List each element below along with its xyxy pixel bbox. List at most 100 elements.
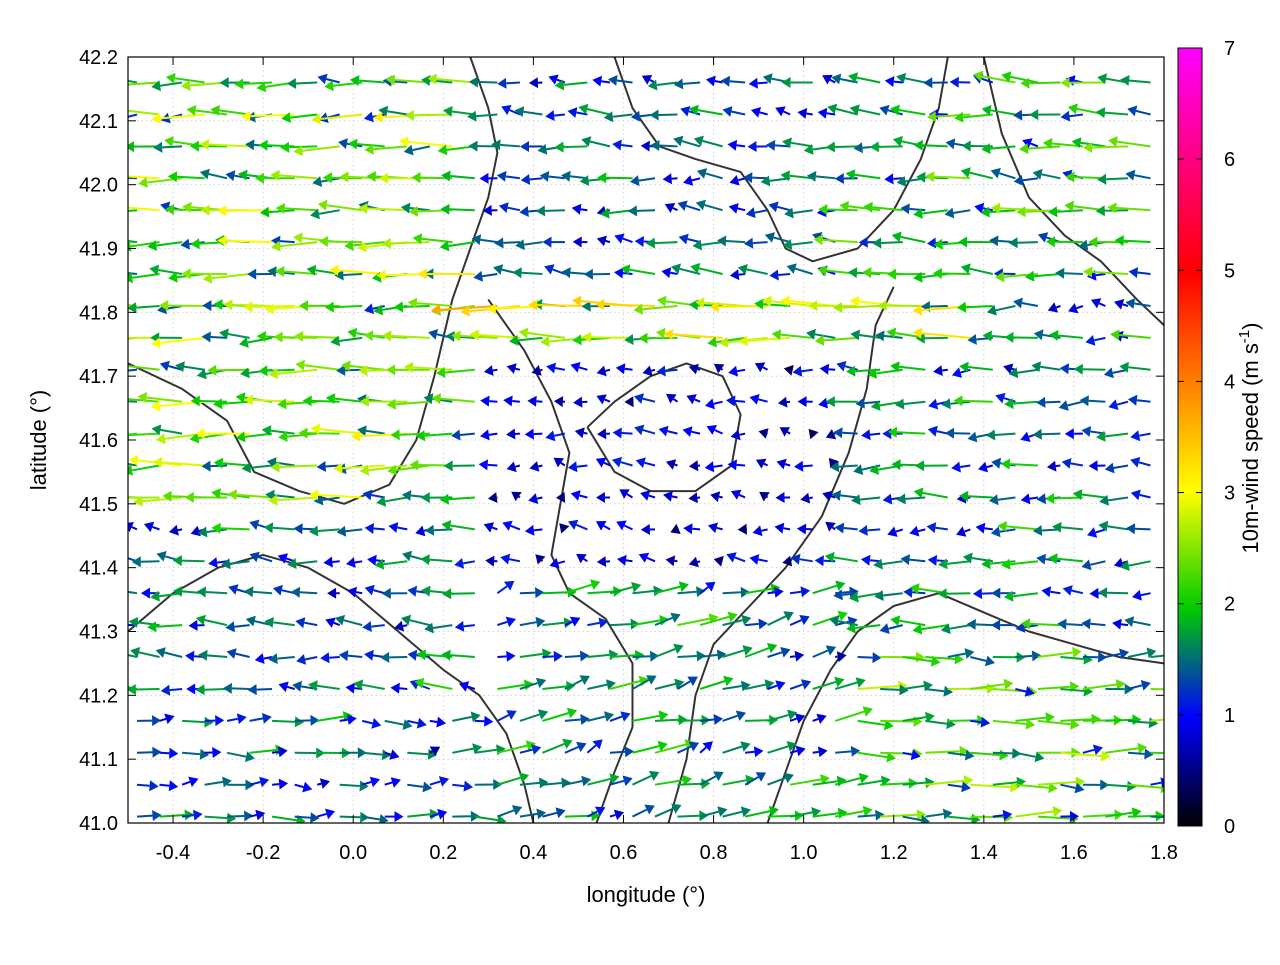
wind-vector [137,810,162,821]
wind-vector [813,776,847,787]
wind-vector [1013,298,1038,309]
wind-vector [945,208,971,219]
wind-vector [105,334,137,345]
wind-vector [111,267,137,278]
wind-vector [663,491,678,502]
wind-vector [835,706,873,721]
wind-vector [608,75,633,86]
colorbar-label: 10m-wind speed (m s-1) [1236,323,1263,554]
wind-vector [507,462,520,473]
wind-vector [521,174,543,185]
wind-vector [666,394,678,404]
wind-vector [106,395,137,406]
wind-vector [484,522,498,532]
wind-vector [880,652,925,663]
wind-vector [325,302,362,313]
wind-vector [1081,618,1105,629]
x-tick-label: 1.8 [1150,842,1178,864]
wind-vector [488,492,498,503]
wind-vector [683,426,701,437]
colorbar-tick-label: 3 [1224,483,1235,505]
wind-vector [1033,429,1061,440]
wind-vector [610,810,624,821]
wind-vector [106,73,137,84]
wind-vector [700,741,713,753]
wind-vector [1068,303,1083,313]
wind-vector [497,171,520,182]
wind-vector [573,237,588,248]
wind-vector [957,302,993,313]
wind-vector [1009,237,1038,248]
wind-vector [892,232,926,243]
wind-vector [502,521,520,531]
wind-vector [596,492,610,503]
wind-vector [323,557,339,568]
wind-vector [1128,395,1151,406]
wind-vector [404,362,452,373]
wind-vector [956,526,970,536]
wind-vector [1151,812,1179,823]
wind-vector [127,302,159,313]
wind-vector [933,365,948,376]
wind-vector [268,653,295,664]
wind-vector [790,679,811,689]
wind-vector [528,493,542,504]
wind-vector [239,337,272,348]
wind-vector [587,739,602,752]
wind-vector [619,489,632,498]
wind-vector [565,651,589,662]
wind-vector [945,428,970,439]
x-tick-label: 0.2 [429,842,457,864]
wind-vector [473,271,497,282]
wind-vector [775,523,791,534]
wind-vector [1063,585,1083,596]
x-tick-label: 1.6 [1060,842,1088,864]
wind-vector [624,334,655,345]
colorbar-label-main: 10m-wind speed (m s [1238,343,1263,553]
y-tick-label: 41.7 [79,366,118,388]
wind-vector [914,140,948,151]
wind-vector [273,585,295,596]
wind-vector [659,426,678,437]
wind-vector [1126,523,1151,534]
wind-vector [404,145,430,156]
wind-vector [196,615,227,626]
wind-vector [1097,174,1128,185]
wind-vector [568,520,587,530]
wind-vector [1105,714,1141,725]
wind-vector [137,747,162,758]
wind-vector [1128,680,1151,691]
wind-vector [296,654,317,665]
colorbar-label-close: ) [1238,323,1263,330]
wind-vector [536,205,565,216]
colorbar-tick-label: 1 [1224,705,1235,727]
wind-vector [1062,458,1083,469]
wind-vector [1059,400,1083,411]
wind-vector [362,621,384,632]
wind-vector [1129,267,1151,278]
wind-vector [137,780,159,791]
wind-vector [813,645,836,657]
wind-vector [270,461,317,472]
wind-vector [612,140,632,151]
wind-vector [633,805,655,817]
wind-vector [938,588,971,599]
grid-lines [128,57,1164,823]
wind-vector [986,430,1015,441]
wind-vector [545,110,565,121]
wind-vector [382,330,430,341]
wind-vector [723,741,751,753]
wind-vector [227,648,250,659]
wind-vector [484,365,498,376]
colorbar-tick-label: 6 [1224,149,1235,171]
wind-vector [223,683,250,694]
wind-vector [1130,457,1150,468]
wind-vector [914,488,948,499]
elevation-contour [615,57,948,261]
wind-vector [408,298,453,309]
wind-vector [575,427,588,438]
wind-vector [147,240,182,251]
colorbar-tick-label: 2 [1224,594,1235,616]
wind-vector [452,781,473,792]
